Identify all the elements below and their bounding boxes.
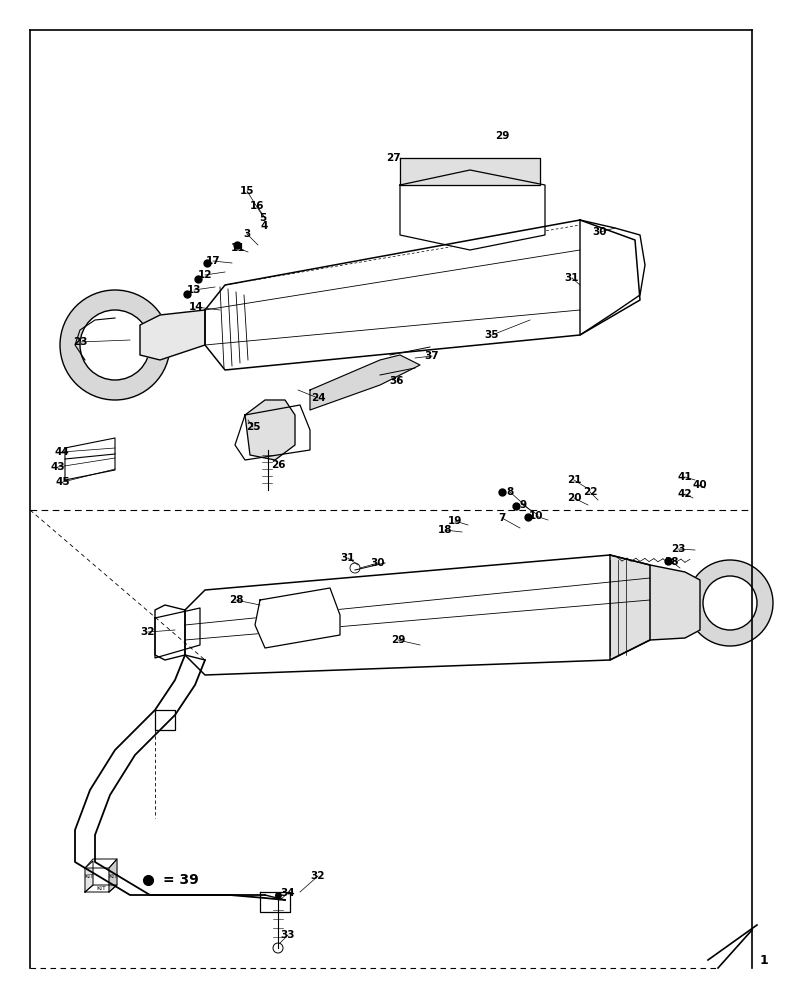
Text: 20: 20: [567, 493, 582, 503]
Text: 4: 4: [260, 221, 268, 231]
Text: = 39: = 39: [163, 873, 199, 887]
Text: KIT: KIT: [96, 886, 106, 892]
Text: 34: 34: [281, 888, 296, 898]
Text: 7: 7: [498, 513, 506, 523]
Text: 8: 8: [507, 487, 514, 497]
Text: 11: 11: [231, 243, 245, 253]
Text: 3: 3: [243, 229, 251, 239]
Polygon shape: [85, 859, 117, 868]
Text: 24: 24: [310, 393, 325, 403]
Polygon shape: [255, 588, 340, 648]
Text: 25: 25: [246, 422, 260, 432]
Text: 31: 31: [565, 273, 579, 283]
Text: 17: 17: [206, 256, 221, 266]
Polygon shape: [140, 310, 205, 360]
Polygon shape: [245, 400, 295, 460]
Text: 32: 32: [141, 627, 155, 637]
Text: KIT: KIT: [108, 874, 118, 880]
Circle shape: [60, 290, 170, 400]
Text: 26: 26: [271, 460, 285, 470]
Polygon shape: [109, 859, 117, 892]
Text: 14: 14: [188, 302, 203, 312]
Text: 30: 30: [593, 227, 608, 237]
Polygon shape: [610, 555, 700, 660]
Text: 41: 41: [678, 472, 693, 482]
Text: KIT: KIT: [84, 874, 94, 880]
Text: 18: 18: [438, 525, 452, 535]
Text: 37: 37: [425, 351, 440, 361]
Text: 15: 15: [240, 186, 255, 196]
Text: 30: 30: [370, 558, 385, 568]
Polygon shape: [235, 405, 310, 460]
Text: 23: 23: [72, 337, 87, 347]
Text: 29: 29: [391, 635, 405, 645]
Text: 21: 21: [567, 475, 582, 485]
Text: 40: 40: [693, 480, 708, 490]
Text: 38: 38: [665, 557, 679, 567]
Text: 44: 44: [54, 447, 69, 457]
Text: 1: 1: [760, 954, 769, 966]
Text: 45: 45: [56, 477, 70, 487]
Text: 10: 10: [529, 511, 543, 521]
Text: 28: 28: [229, 595, 243, 605]
Text: 32: 32: [310, 871, 325, 881]
Polygon shape: [400, 158, 540, 185]
Text: 36: 36: [390, 376, 404, 386]
Polygon shape: [400, 170, 545, 250]
Text: 16: 16: [250, 201, 264, 211]
Text: 42: 42: [678, 489, 693, 499]
Text: 43: 43: [50, 462, 65, 472]
Text: 31: 31: [340, 553, 355, 563]
Text: 12: 12: [198, 270, 212, 280]
Circle shape: [80, 310, 150, 380]
Polygon shape: [205, 220, 640, 370]
Text: 9: 9: [519, 500, 526, 510]
Polygon shape: [85, 861, 93, 892]
Text: 5: 5: [259, 213, 266, 223]
Polygon shape: [85, 885, 117, 892]
Text: 35: 35: [485, 330, 500, 340]
Text: 19: 19: [448, 516, 463, 526]
Text: 22: 22: [583, 487, 597, 497]
Text: 33: 33: [281, 930, 296, 940]
Circle shape: [687, 560, 773, 646]
Polygon shape: [185, 555, 650, 675]
Polygon shape: [310, 355, 420, 410]
Text: 27: 27: [385, 153, 400, 163]
Text: 29: 29: [495, 131, 509, 141]
Text: 13: 13: [187, 285, 201, 295]
Circle shape: [703, 576, 757, 630]
Text: 23: 23: [671, 544, 686, 554]
